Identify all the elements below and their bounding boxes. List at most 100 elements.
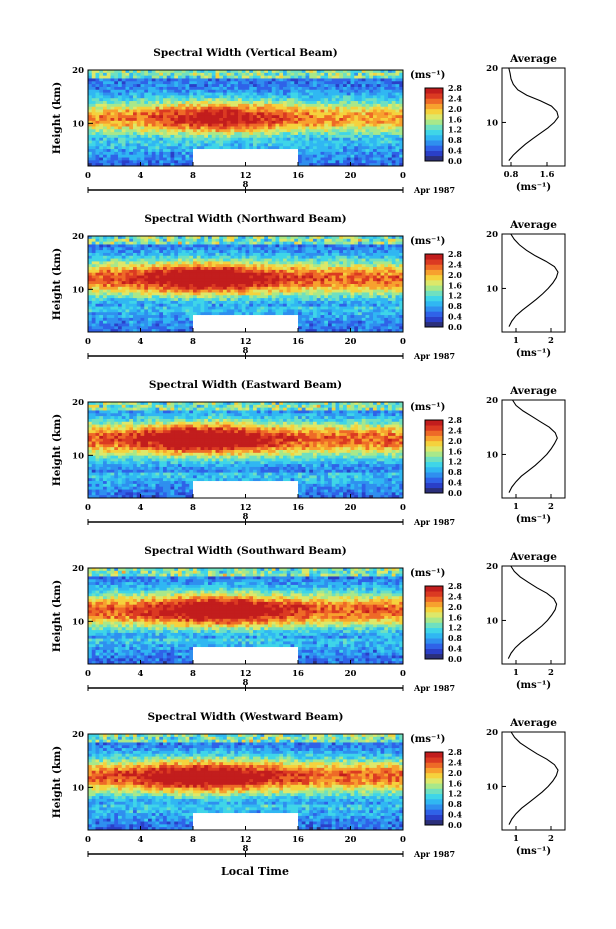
average-x-label: (ms⁻¹) <box>516 846 551 857</box>
x-tick-label: 8 <box>190 503 196 513</box>
x-tick-label: 8 <box>190 669 196 679</box>
panel-title: Spectral Width (Westward Beam) <box>147 711 343 723</box>
x-tick-label: 0 <box>400 669 406 679</box>
date-tick-label: 8 <box>243 678 249 688</box>
x-tick-label: 4 <box>138 171 144 181</box>
colorbar-frame <box>424 253 444 328</box>
x-tick-label: 20 <box>345 503 357 513</box>
average-y-tick-label: 20 <box>486 64 498 74</box>
colorbar-swatch <box>425 472 443 478</box>
colorbar-tick-label: 2.4 <box>448 93 462 103</box>
average-y-tick-label: 20 <box>486 728 498 738</box>
colorbar-swatch <box>425 290 443 297</box>
x-tick-label: 0 <box>85 669 91 679</box>
colorbar-tick-label: 2.8 <box>448 747 462 757</box>
panel-3: Spectral Width (Eastward Beam)1020Height… <box>51 379 566 527</box>
colorbar-tick-label: 0.4 <box>448 644 462 654</box>
colorbar-tick-label: 0.0 <box>448 654 462 664</box>
colorbar-tick-label: 0.0 <box>448 322 462 332</box>
x-tick-label: 0 <box>400 171 406 181</box>
colorbar-tick-label: 2.8 <box>448 249 462 259</box>
colorbar-swatch <box>425 316 443 323</box>
colorbar-swatch <box>425 804 443 810</box>
x-tick-label: 0 <box>400 835 406 845</box>
colorbar-swatch <box>425 150 443 157</box>
x-tick-label: 4 <box>138 835 144 845</box>
y-tick-label: 20 <box>72 564 84 574</box>
colorbar-tick-label: 2.8 <box>448 581 462 591</box>
panel-4: Spectral Width (Southward Beam)1020Heigh… <box>51 545 566 693</box>
average-y-tick-label: 10 <box>486 616 498 626</box>
heatmap-cells <box>88 236 404 333</box>
colorbar-swatch <box>425 446 443 452</box>
colorbar-swatch <box>425 638 443 644</box>
colorbar-swatch <box>425 311 443 317</box>
average-x-tick-label: 1 <box>513 668 519 678</box>
average-x-tick-label: 2 <box>548 834 554 844</box>
average-profile-line <box>508 67 559 161</box>
colorbar-swatch <box>425 591 443 597</box>
colorbar-swatch <box>425 798 443 805</box>
colorbar-swatch <box>425 321 443 328</box>
colorbar-swatch <box>425 114 443 120</box>
average-y-tick-label: 20 <box>486 562 498 572</box>
colorbar-swatch <box>425 264 443 270</box>
colorbar-tick-label: 0.8 <box>448 135 462 145</box>
colorbar-swatch <box>425 606 443 613</box>
colorbar-swatch <box>425 134 443 141</box>
colorbar-unit: (ms⁻¹) <box>410 402 445 413</box>
colorbar-unit: (ms⁻¹) <box>410 568 445 579</box>
colorbar-swatch <box>425 280 443 286</box>
colorbar-tick-label: 0.8 <box>448 301 462 311</box>
colorbar-tick-label: 2.0 <box>448 270 462 280</box>
colorbar-swatch <box>425 93 443 99</box>
y-axis-label: Height (km) <box>51 746 63 818</box>
average-x-tick-label: 2 <box>548 336 554 346</box>
colorbar-tick-label: 0.4 <box>448 810 462 820</box>
colorbar-tick-label: 1.6 <box>448 114 462 124</box>
average-y-tick-label: 10 <box>486 284 498 294</box>
date-axis-label: Apr 1987 <box>413 849 455 859</box>
colorbar-tick-label: 1.6 <box>448 280 462 290</box>
colorbar-frame <box>424 585 444 660</box>
colorbar-swatch <box>425 145 443 151</box>
colorbar-tick-label: 0.4 <box>448 146 462 156</box>
average-title: Average <box>509 717 557 729</box>
colorbar-swatch <box>425 648 443 655</box>
average-frame <box>501 399 566 499</box>
average-y-tick-label: 20 <box>486 230 498 240</box>
average-x-tick-label: 1 <box>513 336 519 346</box>
panel-title: Spectral Width (Southward Beam) <box>144 545 346 557</box>
colorbar-tick-label: 0.8 <box>448 799 462 809</box>
colorbar-swatch <box>425 778 443 784</box>
colorbar-swatch <box>425 420 443 426</box>
data-gap <box>193 648 298 664</box>
panel-title: Spectral Width (Northward Beam) <box>144 213 346 225</box>
colorbar-unit: (ms⁻¹) <box>410 734 445 745</box>
colorbar-tick-label: 0.0 <box>448 820 462 830</box>
average-frame <box>501 731 566 831</box>
colorbar-swatch <box>425 809 443 815</box>
x-tick-label: 20 <box>345 669 357 679</box>
x-tick-label: 0 <box>400 337 406 347</box>
average-x-tick-label: 2 <box>548 668 554 678</box>
colorbar-unit: (ms⁻¹) <box>410 236 445 247</box>
colorbar-swatch <box>425 269 443 276</box>
colorbar-swatch <box>425 788 443 795</box>
y-tick-label: 10 <box>72 617 84 627</box>
average-frame <box>501 565 566 665</box>
colorbar-swatch <box>425 477 443 483</box>
colorbar-swatch <box>425 814 443 821</box>
y-axis-label: Height (km) <box>51 248 63 320</box>
average-x-tick-label: 1 <box>513 502 519 512</box>
average-x-tick-label: 0.8 <box>504 170 519 180</box>
date-tick-label: 8 <box>243 346 249 356</box>
figure-bottom-xlabel: Local Time <box>221 865 289 878</box>
colorbar-swatch <box>425 466 443 473</box>
average-title: Average <box>509 219 557 231</box>
data-gap <box>193 814 298 830</box>
colorbar-tick-label: 0.0 <box>448 488 462 498</box>
colorbar-swatch <box>425 435 443 442</box>
colorbar-swatch <box>425 596 443 602</box>
average-title: Average <box>509 551 557 563</box>
